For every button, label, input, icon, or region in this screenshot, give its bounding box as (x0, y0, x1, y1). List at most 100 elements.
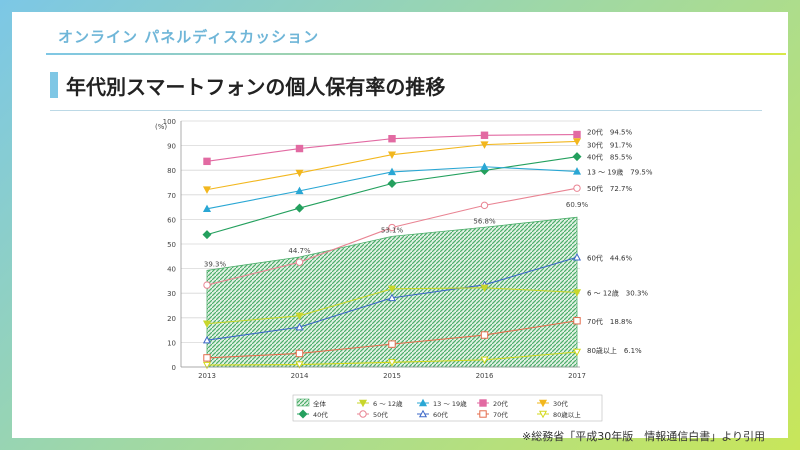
smartphone-ownership-chart: 0 10 20 30 40 50 60 70 80 90 100(%) 2013 2014 2015 201… (155, 118, 653, 422)
data-point (202, 230, 212, 240)
legend-label: 80歳以上 (553, 410, 581, 419)
data-point (572, 253, 582, 261)
header-label: オンライン パネルディスカッション (58, 28, 320, 46)
data-point (572, 167, 582, 175)
legend-marker (479, 410, 487, 418)
legend-label: 50代 (373, 410, 388, 419)
series-end-label: 30代 91.7% (587, 140, 632, 149)
legend-marker (359, 410, 367, 418)
series-end-label: 13 ～ 19歳 79.5% (587, 167, 653, 176)
data-point (387, 293, 397, 302)
data-point (572, 348, 582, 357)
legend-marker (479, 399, 487, 407)
data-point (572, 289, 582, 297)
x-tick-label: 2016 (476, 372, 494, 380)
header-divider (46, 53, 786, 55)
area-data-label: 56.8% (473, 217, 496, 225)
series-s_20 (203, 130, 581, 166)
y-tick-label: 50 (167, 241, 176, 249)
data-point (480, 356, 489, 365)
y-tick-label: 10 (167, 339, 176, 347)
series-end-label: 80歳以上 6.1% (587, 346, 642, 355)
y-tick-label: 100 (163, 118, 176, 126)
data-point (572, 152, 582, 162)
series-end-label: 60代 44.6% (587, 253, 632, 262)
legend-label: 30代 (553, 399, 568, 408)
data-point (294, 203, 305, 213)
area-data-label: 44.7% (288, 247, 311, 255)
data-point (202, 186, 212, 194)
legend-item: 6 ～ 12歳 (357, 399, 403, 408)
series-end-label: 70代 18.8% (587, 317, 632, 326)
data-point (480, 201, 489, 210)
data-point (295, 322, 304, 331)
legend-label: 70代 (493, 410, 508, 419)
legend-marker (538, 399, 548, 408)
y-unit-label: (%) (155, 123, 167, 131)
data-point (295, 361, 304, 369)
data-point (202, 320, 212, 328)
legend-marker (538, 410, 548, 419)
data-point (480, 284, 489, 293)
x-tick-label: 2014 (291, 372, 309, 380)
legend-item: 40代 (297, 409, 328, 419)
legend-label: 40代 (313, 410, 328, 419)
data-point (387, 359, 397, 367)
series-s_13_19 (202, 162, 582, 213)
data-point (295, 312, 304, 321)
series-end-label: 50代 72.7% (587, 184, 632, 193)
data-point (573, 130, 581, 139)
data-point (203, 281, 211, 289)
data-point (573, 184, 581, 192)
slide: オンライン パネルディスカッション 年代別スマートフォンの個人保有率の推移 0 1… (12, 12, 788, 443)
series-end-label: 20代 94.5% (587, 128, 632, 137)
data-point (573, 317, 581, 325)
legend-label: 60代 (433, 410, 448, 419)
title-accent-bar (50, 72, 58, 98)
data-point (387, 151, 397, 159)
x-tick-label: 2013 (198, 372, 216, 380)
data-point (480, 131, 489, 139)
legend-item: 50代 (357, 410, 388, 419)
data-point (480, 162, 489, 170)
title-divider (50, 110, 762, 111)
data-point (480, 331, 489, 339)
legend-swatch (296, 398, 310, 407)
series-s_30 (202, 138, 582, 194)
series-s_50 (203, 184, 581, 289)
data-point (387, 178, 397, 188)
data-point (203, 354, 211, 362)
x-tick-label: 2017 (568, 372, 586, 380)
y-tick-label: 90 (167, 143, 176, 151)
y-tick-label: 20 (167, 315, 176, 323)
legend-label: 6 ～ 12歳 (373, 399, 403, 408)
legend-item: 60代 (417, 409, 448, 419)
y-tick-label: 80 (167, 167, 176, 175)
axes: 0 10 20 30 40 50 60 70 80 90 100(%) 2013 2014 2015 201… (155, 118, 586, 380)
source-note: ※総務省「平成30年版 情報通信白書」より引用 (522, 430, 765, 443)
data-point (295, 349, 304, 358)
y-tick-label: 40 (167, 266, 176, 274)
series-s_6_12 (202, 284, 582, 328)
legend-item: 80歳以上 (537, 410, 581, 419)
legend-item: 20代 (477, 399, 508, 408)
data-point (572, 138, 582, 146)
data-point (202, 335, 212, 344)
y-tick-label: 0 (172, 364, 176, 372)
data-point (202, 361, 212, 370)
legend-item: 13 ～ 19歳 (417, 398, 467, 408)
legend-marker (358, 399, 368, 408)
legend-marker (418, 409, 428, 418)
series-end-label: 40代 85.5% (587, 153, 632, 162)
legend-label: 13 ～ 19歳 (433, 399, 467, 408)
data-point (387, 167, 397, 176)
data-labels: 39.3% 44.7% 53.1% 56.8% 60.9% 20代 94.5% 30代 91… (204, 128, 653, 355)
series-s_80 (202, 348, 582, 370)
legend-label: 全体 (313, 399, 327, 408)
area-data-label: 60.9% (566, 201, 589, 209)
legend-marker (298, 409, 308, 419)
data-point (295, 186, 304, 195)
page-title: 年代別スマートフォンの個人保有率の推移 (66, 75, 446, 99)
data-point (295, 258, 304, 266)
